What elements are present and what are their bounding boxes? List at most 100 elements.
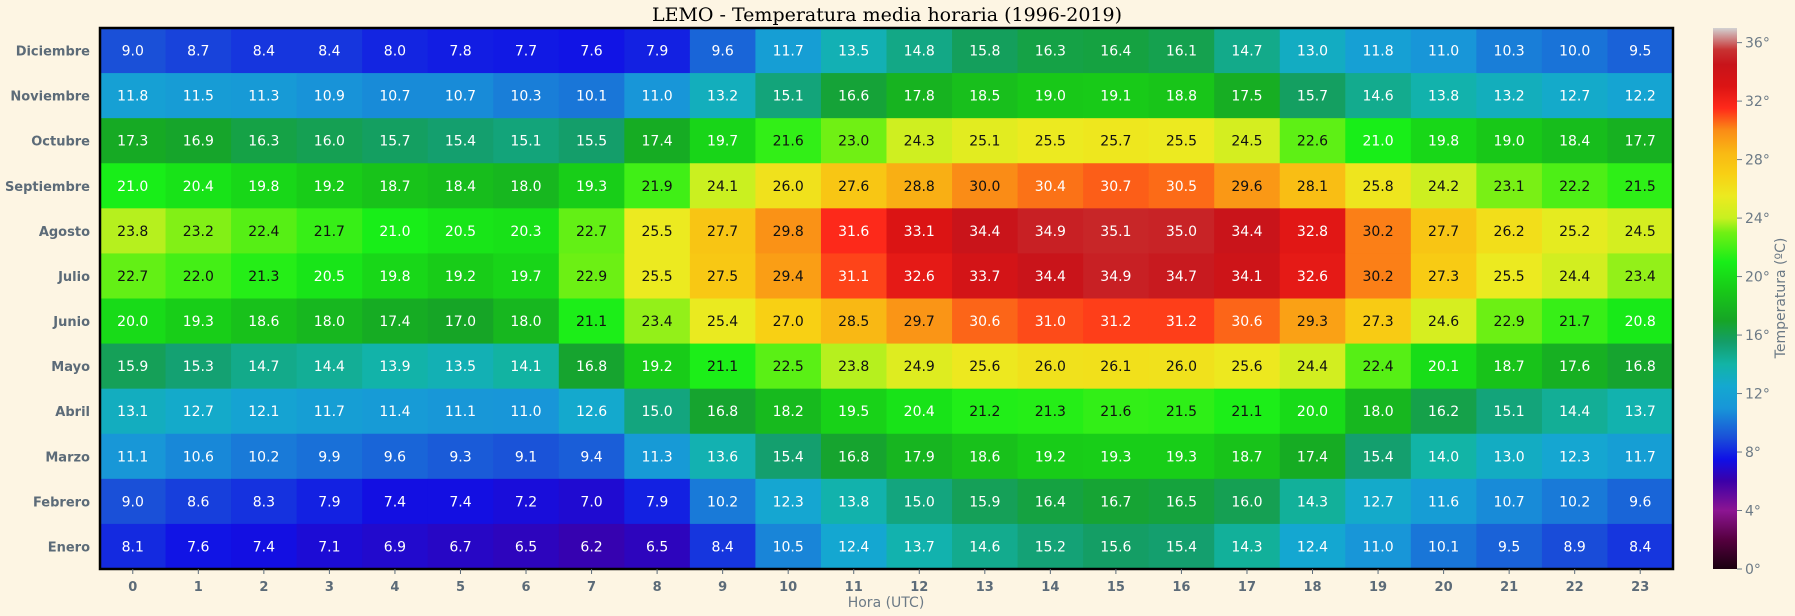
cell-value-label: 31.2 (1166, 314, 1197, 330)
cell-value-label: 11.7 (1625, 449, 1656, 465)
cell-value-label: 32.6 (904, 269, 935, 285)
heatmap-cell (165, 433, 232, 480)
heatmap-cell (755, 478, 822, 525)
heatmap-cell (1214, 433, 1281, 480)
cell-value-label: 20.0 (1297, 404, 1328, 420)
heatmap-cell (427, 208, 494, 254)
cell-value-label: 15.4 (1362, 449, 1393, 465)
heatmap-cell (952, 388, 1019, 435)
heatmap-cell (558, 208, 625, 254)
cell-value-label: 21.3 (248, 269, 279, 285)
heatmap-cell (624, 73, 691, 119)
plot-frame (98, 26, 1675, 571)
heatmap-cell (1083, 523, 1150, 570)
heatmap-cell (1345, 253, 1412, 299)
heatmap-cell (820, 433, 887, 480)
cell-value-label: 16.7 (1100, 494, 1131, 510)
cell-value-label: 12.7 (1559, 89, 1590, 105)
heatmap-cell (820, 163, 887, 209)
heatmap-cell (1476, 478, 1543, 525)
cell-value-label: 8.4 (712, 539, 734, 555)
cell-value-label: 11.8 (117, 89, 148, 105)
x-tick-label: 18 (1303, 580, 1321, 595)
cell-value-label: 24.5 (1625, 224, 1656, 240)
heatmap-cell (1017, 28, 1084, 74)
heatmap-cell (1607, 208, 1674, 254)
heatmap-cell (755, 298, 822, 345)
heatmap-cell (1345, 343, 1412, 390)
cell-value-label: 21.9 (642, 179, 673, 195)
cell-value-label: 24.6 (1428, 314, 1459, 330)
cell-value-label: 27.7 (1428, 224, 1459, 240)
cell-value-label: 17.8 (904, 89, 935, 105)
cell-value-label: 25.7 (1100, 134, 1131, 150)
heatmap-cell (1148, 118, 1215, 164)
heatmap-cell (165, 73, 232, 119)
heatmap-cell (1083, 118, 1150, 164)
heatmap-cell (165, 28, 232, 74)
cell-value-label: 10.3 (510, 89, 541, 105)
heatmap-cell (1345, 118, 1412, 164)
cell-value-label: 33.1 (904, 224, 935, 240)
cell-value-label: 16.3 (248, 134, 279, 150)
heatmap-cell (1017, 478, 1084, 525)
cell-value-label: 6.5 (646, 539, 668, 555)
cell-value-label: 26.0 (1166, 359, 1197, 375)
cell-value-label: 24.4 (1559, 269, 1590, 285)
cell-value-label: 13.8 (1428, 89, 1459, 105)
x-tick-labels: 0 1 2 3 4 5 6 7 8 9 10 11 12 13 14 15 16 17 18 19 20 21 22 23 (128, 569, 1649, 595)
cell-value-label: 21.1 (576, 314, 607, 330)
heatmap-cell (1607, 433, 1674, 480)
heatmap-cell (558, 478, 625, 525)
heatmap-cell (1083, 28, 1150, 74)
heatmap-cell (558, 28, 625, 74)
heatmap-cell (296, 73, 363, 119)
cell-value-label: 15.0 (904, 494, 935, 510)
heatmap-cell (1541, 118, 1608, 164)
heatmap-cell (689, 388, 756, 435)
heatmap-cell (1476, 118, 1543, 164)
cell-value-label: 14.7 (1231, 44, 1262, 60)
cell-value-label: 22.4 (248, 224, 279, 240)
cell-value-label: 13.2 (1494, 89, 1525, 105)
cell-value-label: 14.4 (314, 359, 345, 375)
heatmap-cell (952, 523, 1019, 570)
cell-value-label: 22.5 (773, 359, 804, 375)
cell-value-label: 13.7 (904, 539, 935, 555)
heatmap-cell (886, 28, 953, 74)
cell-value-label: 15.4 (445, 134, 476, 150)
cell-value-label: 11.1 (445, 404, 476, 420)
heatmap-cell (1541, 73, 1608, 119)
cell-value-label: 18.0 (314, 314, 345, 330)
cell-value-label: 13.5 (838, 44, 869, 60)
heatmap-cell (1541, 163, 1608, 209)
cell-value-label: 7.0 (580, 494, 602, 510)
heatmap-cell (689, 118, 756, 164)
x-tick-label: 3 (325, 580, 334, 595)
cell-value-label: 9.9 (318, 449, 340, 465)
heatmap-cell (100, 433, 167, 480)
heatmap-cell (1345, 163, 1412, 209)
cell-value-label: 11.0 (1362, 539, 1393, 555)
heatmap-cell (165, 118, 232, 164)
heatmap-cell (1541, 388, 1608, 435)
cell-value-label: 25.2 (1559, 224, 1590, 240)
heatmap-cell (231, 298, 298, 345)
cell-value-label: 10.3 (1494, 44, 1525, 60)
cell-value-label: 11.7 (314, 404, 345, 420)
cell-value-label: 24.9 (904, 359, 935, 375)
heatmap-cell (100, 253, 167, 299)
cell-value-label: 34.4 (1035, 269, 1066, 285)
heatmap-cell (427, 163, 494, 209)
cell-value-label: 11.5 (183, 89, 214, 105)
cell-value-label: 13.2 (707, 89, 738, 105)
cell-value-label: 19.0 (1494, 134, 1525, 150)
heatmap-cell (1476, 253, 1543, 299)
heatmap-cell (493, 73, 560, 119)
heatmap-cell (427, 73, 494, 119)
cell-value-label: 34.4 (1231, 224, 1262, 240)
cell-value-label: 18.7 (1494, 359, 1525, 375)
cell-value-label: 11.0 (510, 404, 541, 420)
heatmap-cell (1279, 343, 1346, 390)
cell-value-label: 27.0 (773, 314, 804, 330)
